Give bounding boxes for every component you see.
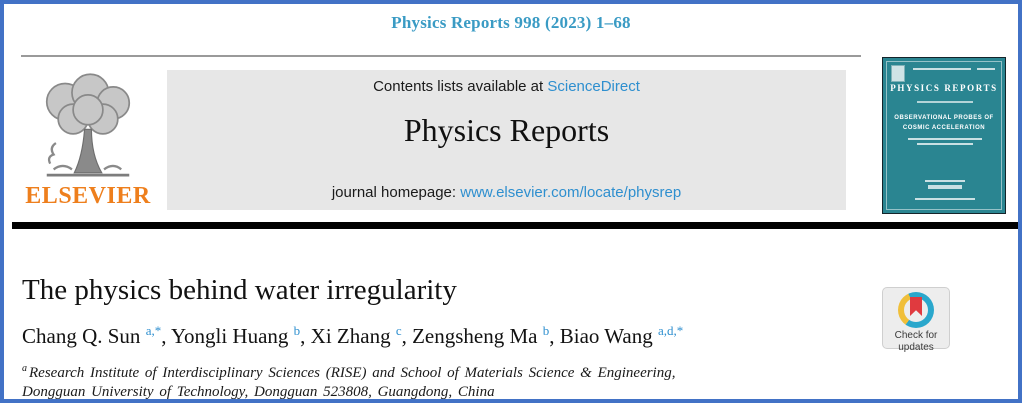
cover-fineprint-bar <box>908 138 982 140</box>
author-affiliation-sup: b <box>293 323 301 338</box>
check-for-updates-badge[interactable]: Check for updates <box>882 287 950 353</box>
cover-feature-line1: OBSERVATIONAL PROBES OF <box>894 115 994 121</box>
author-affiliation-sup: b <box>542 323 550 338</box>
contents-line: Contents lists available at ScienceDirec… <box>167 78 846 95</box>
elsevier-tree-icon <box>45 73 131 177</box>
affiliation-line-1: Research Institute of Interdisciplinary … <box>29 365 676 381</box>
journal-cover-thumbnail: PHYSICS REPORTS OBSERVATIONAL PROBES OF … <box>882 57 1006 214</box>
author-name: Yongli Huang b <box>170 323 301 348</box>
author-list: Chang Q. Sun a,*, Yongli Huang b, Xi Zha… <box>22 323 684 348</box>
cover-feature-line2: COSMIC ACCELERATION <box>902 124 986 131</box>
check-for-updates-label: Check for updates <box>883 330 949 353</box>
crossmark-icon <box>898 292 934 328</box>
author-name: Xi Zhang c <box>310 323 402 348</box>
cover-fineprint-bar <box>977 68 995 70</box>
cover-fineprint-bar <box>913 68 971 70</box>
affiliation: a Research Institute of Interdisciplinary… <box>22 363 742 400</box>
author-name: Biao Wang a,d,* <box>559 323 684 348</box>
homepage-line: journal homepage: www.elsevier.com/locat… <box>167 184 846 201</box>
crossmark-bookmark-icon <box>910 297 922 316</box>
section-divider-bar <box>12 222 1018 229</box>
author-affiliation-sup: a,* <box>145 323 162 338</box>
affiliation-sup: a <box>22 363 27 374</box>
header-rule <box>21 55 861 57</box>
author-affiliation-sup: a,d,* <box>658 323 684 338</box>
badge-label-line1: Check for <box>894 330 938 341</box>
article-title: The physics behind water irregularity <box>22 274 457 306</box>
author-name: Chang Q. Sun a,* <box>22 323 162 348</box>
journal-homepage-link[interactable]: www.elsevier.com/locate/physrep <box>460 184 682 201</box>
cover-sciencedirect-mark <box>928 185 962 189</box>
homepage-prefix: journal homepage: <box>331 184 461 201</box>
author-name: Zengsheng Ma b <box>412 323 550 348</box>
elsevier-wordmark: ELSEVIER <box>25 183 151 209</box>
elsevier-logo: ELSEVIER <box>20 72 156 214</box>
sciencedirect-link[interactable]: ScienceDirect <box>547 78 640 95</box>
journal-citation: Physics Reports 998 (2023) 1–68 <box>391 13 631 32</box>
cover-frame <box>886 61 1002 210</box>
cover-journal-name: PHYSICS REPORTS <box>890 83 998 93</box>
journal-header-box: Contents lists available at ScienceDirec… <box>167 70 846 210</box>
cover-fineprint-bar <box>917 101 973 103</box>
affiliation-line-2: Dongguan University of Technology, Dongg… <box>22 383 495 400</box>
journal-title: Physics Reports <box>403 112 610 148</box>
cover-fineprint-bar <box>917 143 973 145</box>
cover-fineprint-bar <box>925 180 965 182</box>
contents-prefix: Contents lists available at <box>373 78 548 95</box>
cover-fineprint-bar <box>915 198 975 200</box>
cover-feature-title: OBSERVATIONAL PROBES OF COSMIC ACCELERAT… <box>883 114 1005 133</box>
cover-publisher-mark <box>891 65 905 82</box>
badge-label-line2: updates <box>898 341 934 353</box>
author-affiliation-sup: c <box>395 323 402 338</box>
